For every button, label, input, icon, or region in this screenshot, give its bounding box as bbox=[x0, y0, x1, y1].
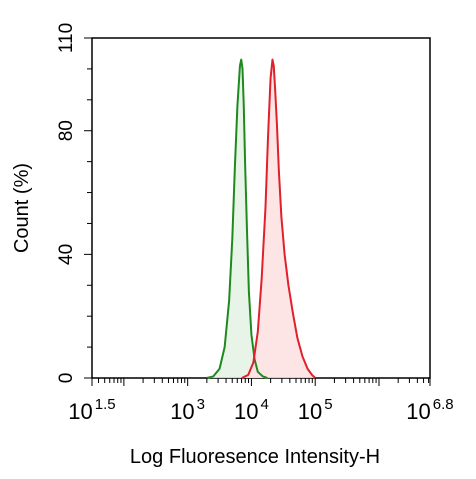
x-axis-label: Log Fluoresence Intensity-H bbox=[130, 446, 380, 468]
series-2-fill bbox=[241, 59, 316, 378]
x-tick-label: 10 4 bbox=[234, 396, 269, 424]
x-tick-label: 10 6.8 bbox=[406, 396, 453, 424]
y-axis-label: Count (%) bbox=[11, 163, 33, 253]
x-tick-label: 10 5 bbox=[298, 396, 333, 424]
x-tick-label: 10 1.5 bbox=[68, 396, 115, 424]
y-axis-tick-labels: 0 40 80 110 bbox=[56, 23, 77, 383]
y-tick-label: 40 bbox=[56, 244, 77, 265]
x-tick-label: 10 3 bbox=[170, 396, 205, 424]
series-2-line bbox=[241, 58, 316, 379]
series-layer bbox=[206, 58, 316, 379]
y-tick-label: 0 bbox=[56, 373, 77, 384]
y-tick-label: 110 bbox=[56, 23, 77, 53]
series-1-fill bbox=[206, 59, 268, 378]
y-tick-label: 80 bbox=[56, 120, 77, 141]
y-axis-ticks bbox=[84, 37, 92, 379]
plot-area bbox=[84, 37, 431, 386]
x-axis-ticks bbox=[91, 378, 431, 386]
x-axis-tick-labels: 10 1.5 10 3 10 4 10 5 10 6.8 bbox=[68, 396, 453, 424]
